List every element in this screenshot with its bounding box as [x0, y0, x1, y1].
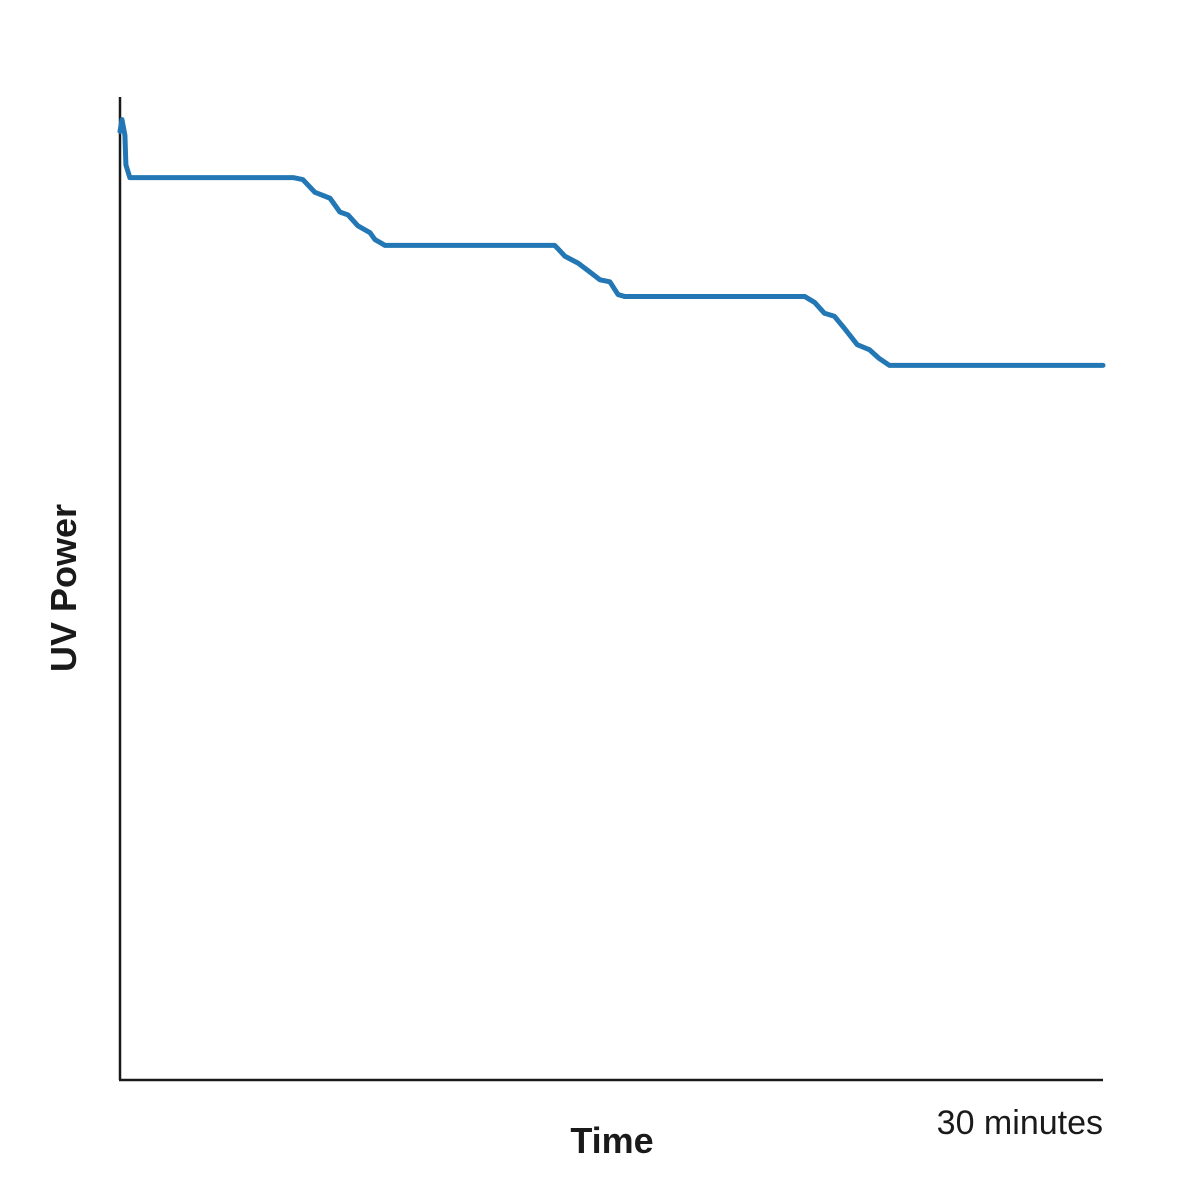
- x-axis-label: Time: [570, 1120, 653, 1161]
- x-tick-label: 30 minutes: [937, 1104, 1103, 1142]
- y-axis-label: UV Power: [43, 504, 84, 672]
- line: [117, 117, 1106, 368]
